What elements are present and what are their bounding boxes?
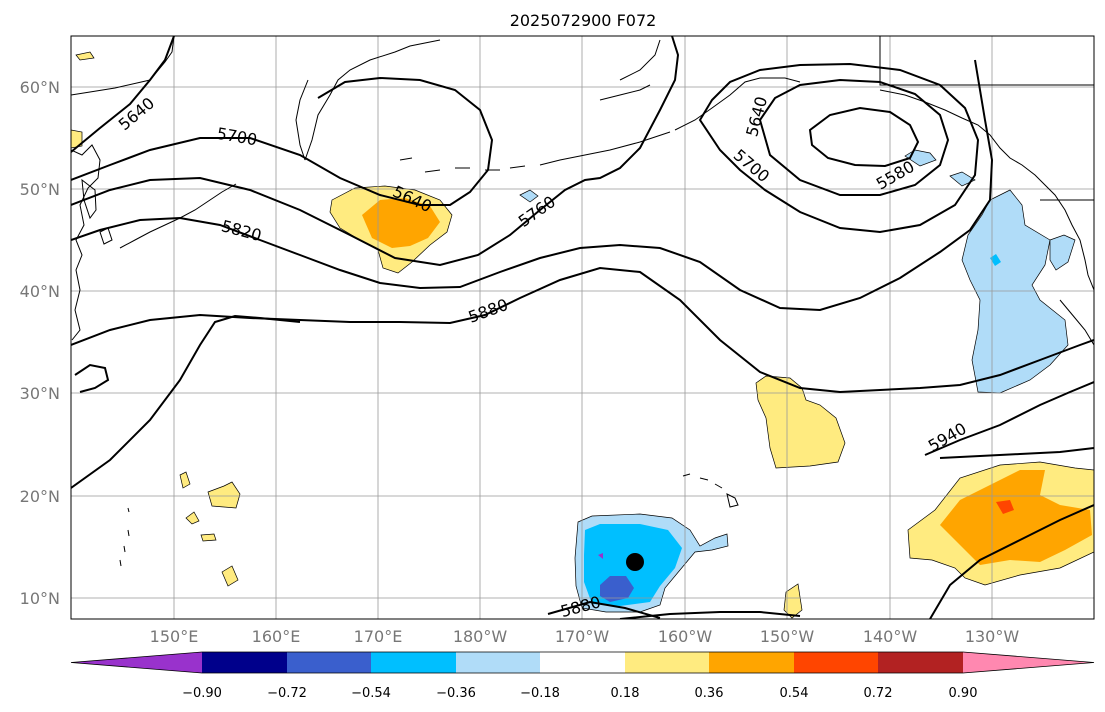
gridlines [71, 36, 1094, 619]
lon-tick-label: 160°E [252, 627, 301, 646]
colorbar-tick-label: −0.54 [351, 686, 391, 701]
negative-anomaly-speck [1049, 234, 1076, 271]
positive-anomaly-core [362, 198, 440, 248]
colorbar-labels: −0.90 −0.72 −0.54 −0.36 −0.18 0.18 0.36 … [182, 686, 977, 701]
lon-tick-label: 150°E [150, 627, 199, 646]
colorbar-tick-label: −0.18 [520, 686, 560, 701]
colorbar-tick-label: −0.36 [436, 686, 476, 701]
contour-5580-low [808, 106, 920, 168]
lat-tick-label: 20°N [20, 487, 60, 506]
contour-5640-low [758, 78, 950, 196]
contour-5760 [71, 36, 680, 267]
lon-tick-label: 150°W [760, 627, 815, 646]
kamchatka [295, 39, 441, 161]
map-frame [70, 35, 1095, 620]
coastlines [71, 36, 1094, 567]
colorbar-tick-label: 0.72 [864, 686, 893, 701]
latitude-labels: 60°N 50°N 40°N 30°N 20°N 10°N [20, 78, 60, 608]
lat-tick-label: 60°N [20, 78, 60, 97]
colorbar-segment [963, 652, 1094, 673]
contour-5820 [71, 59, 994, 312]
contour-5940-west [71, 314, 301, 489]
strong-negative-anomaly [598, 553, 603, 559]
positive-anomaly-speck [185, 511, 200, 525]
positive-anomaly-speck [783, 583, 803, 619]
mariana-islands [119, 507, 130, 567]
lat-tick-label: 50°N [20, 180, 60, 199]
colorbar-segment [878, 652, 963, 673]
positive-anomaly-speck [200, 533, 217, 542]
pacific-northwest-coast [879, 89, 1094, 291]
positive-anomaly-region [755, 375, 846, 469]
contour-5700-west [71, 76, 494, 206]
contour-5880-south [547, 600, 801, 619]
baja-coast [1059, 299, 1094, 346]
colorbar-segment [625, 652, 709, 673]
negative-anomaly-speck [949, 171, 976, 187]
lat-tick-label: 30°N [20, 384, 60, 403]
lon-tick-label: 130°W [965, 627, 1020, 646]
colorbar-tick-label: 0.90 [949, 686, 978, 701]
colorbar-tick-label: 0.36 [695, 686, 724, 701]
contour-5880-southeast [929, 504, 1094, 619]
contour-5940-east [924, 381, 1094, 456]
lat-tick-label: 10°N [20, 589, 60, 608]
anomaly-shading [71, 51, 1094, 619]
colorbar-tick-label: −0.72 [267, 686, 307, 701]
colorbar-outline [70, 651, 1095, 674]
colorbar [70, 651, 1095, 674]
contour-5700-low [698, 62, 980, 234]
positive-anomaly-speck [207, 481, 241, 509]
contour-5640-west [71, 36, 175, 153]
canada-border-north [879, 36, 1094, 86]
colorbar-tick-label: −0.90 [182, 686, 222, 701]
lon-tick-label: 140°W [863, 627, 918, 646]
lon-tick-label: 170°E [354, 627, 403, 646]
colorbar-segment [71, 652, 202, 673]
lon-tick-label: 180°W [453, 627, 508, 646]
storm-center-marker [626, 553, 644, 571]
negative-anomaly-speck [519, 189, 539, 203]
lon-tick-label: 170°W [555, 627, 610, 646]
colorbar-segment [287, 652, 371, 673]
positive-anomaly-speck [221, 565, 239, 587]
colorbar-tick-label: 0.18 [611, 686, 640, 701]
map-title: 2025072900 F072 [510, 11, 657, 30]
height-contours [71, 36, 1094, 619]
contour-5940-fragment [74, 363, 110, 393]
positive-anomaly-speck [179, 471, 191, 489]
longitude-labels: 150°E 160°E 170°E 180°W 170°W 160°W 150°… [150, 627, 1020, 646]
hawaiian-islands [682, 473, 739, 508]
contour-5940-east-lower [939, 447, 1094, 459]
lat-tick-label: 40°N [20, 282, 60, 301]
positive-anomaly-core [940, 470, 1092, 565]
negative-anomaly-region [961, 189, 1069, 394]
aleutian-islands [399, 157, 526, 173]
positive-anomaly-speck [71, 129, 83, 149]
map-panel: 5640 5700 5820 5640 5760 5880 5640 5700 … [71, 36, 1094, 619]
alaska-coastline [539, 39, 801, 166]
colorbar-segment [540, 652, 625, 673]
colorbar-tick-label: 0.54 [780, 686, 809, 701]
colorbar-segment [371, 652, 456, 673]
colorbar-segment [456, 652, 540, 673]
strong-negative-anomaly [600, 576, 634, 602]
colorbar-segment [709, 652, 794, 673]
strong-positive-anomaly [996, 500, 1014, 514]
colorbar-segment [794, 652, 878, 673]
lon-tick-label: 160°W [658, 627, 713, 646]
negative-anomaly-core [990, 254, 1001, 266]
colorbar-segment [202, 652, 287, 673]
positive-anomaly-speck [75, 51, 95, 61]
